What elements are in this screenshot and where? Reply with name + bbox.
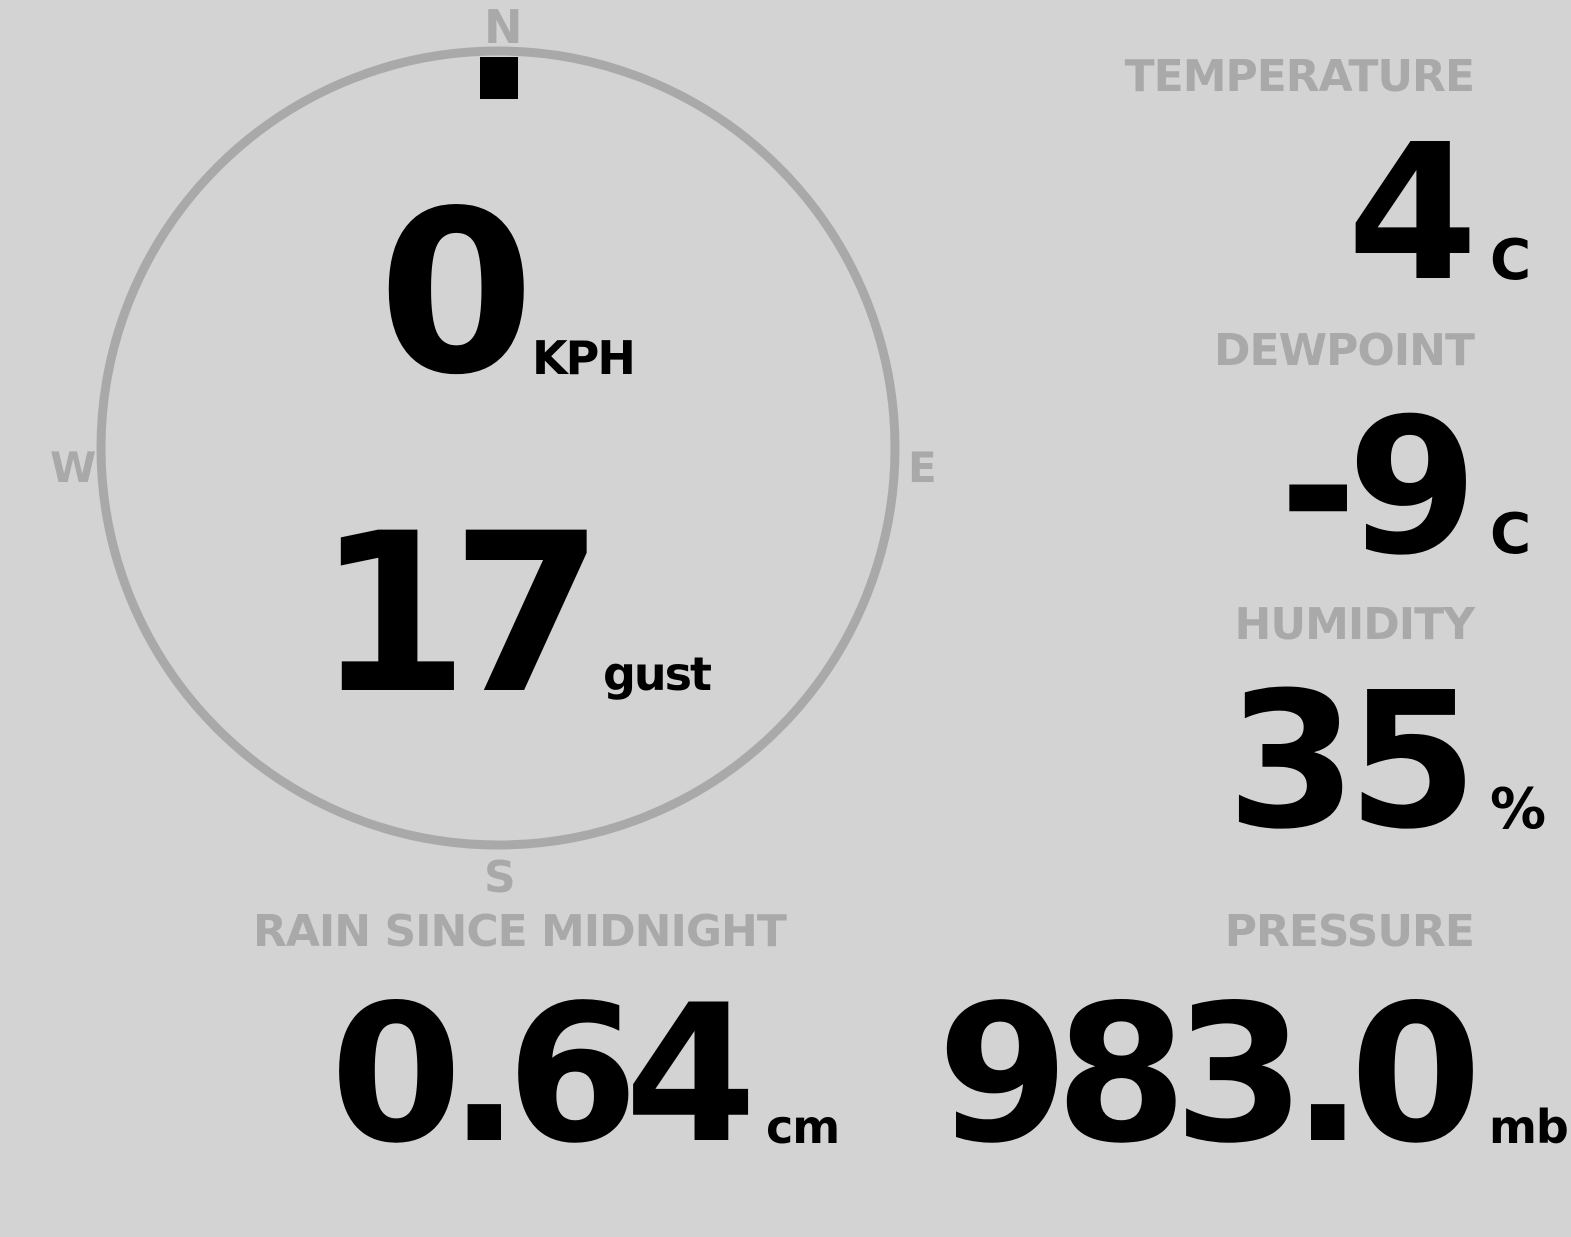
humidity-unit: % bbox=[1490, 777, 1546, 842]
dewpoint-unit: C bbox=[1490, 502, 1532, 567]
rain-unit: cm bbox=[766, 1100, 840, 1154]
compass-s: S bbox=[484, 852, 516, 903]
wind-speed-unit: KPH bbox=[532, 331, 636, 385]
humidity-label: HUMIDITY bbox=[1234, 599, 1475, 650]
dewpoint-label: DEWPOINT bbox=[1214, 325, 1475, 376]
pressure-value: 983.0 bbox=[937, 964, 1482, 1185]
temperature-value: 4 bbox=[1347, 104, 1478, 323]
pressure-unit: mb bbox=[1489, 1100, 1569, 1154]
compass-e: E bbox=[908, 443, 937, 492]
wind-gust-value: 17 bbox=[316, 486, 604, 742]
rain-value: 0.64 bbox=[330, 964, 757, 1185]
rain-label: RAIN SINCE MIDNIGHT bbox=[253, 906, 787, 957]
compass-n: N bbox=[484, 0, 522, 54]
wind-speed-value: 0 bbox=[378, 163, 535, 425]
humidity-value: 35 bbox=[1226, 652, 1478, 871]
wind-gust-unit: gust bbox=[603, 647, 712, 701]
compass-ring bbox=[96, 46, 900, 850]
temperature-unit: C bbox=[1490, 228, 1532, 293]
compass-w: W bbox=[50, 443, 96, 492]
wind-direction-marker bbox=[480, 57, 518, 99]
temperature-label: TEMPERATURE bbox=[1124, 51, 1475, 102]
pressure-label: PRESSURE bbox=[1224, 906, 1475, 957]
dewpoint-value: -9 bbox=[1279, 378, 1478, 597]
